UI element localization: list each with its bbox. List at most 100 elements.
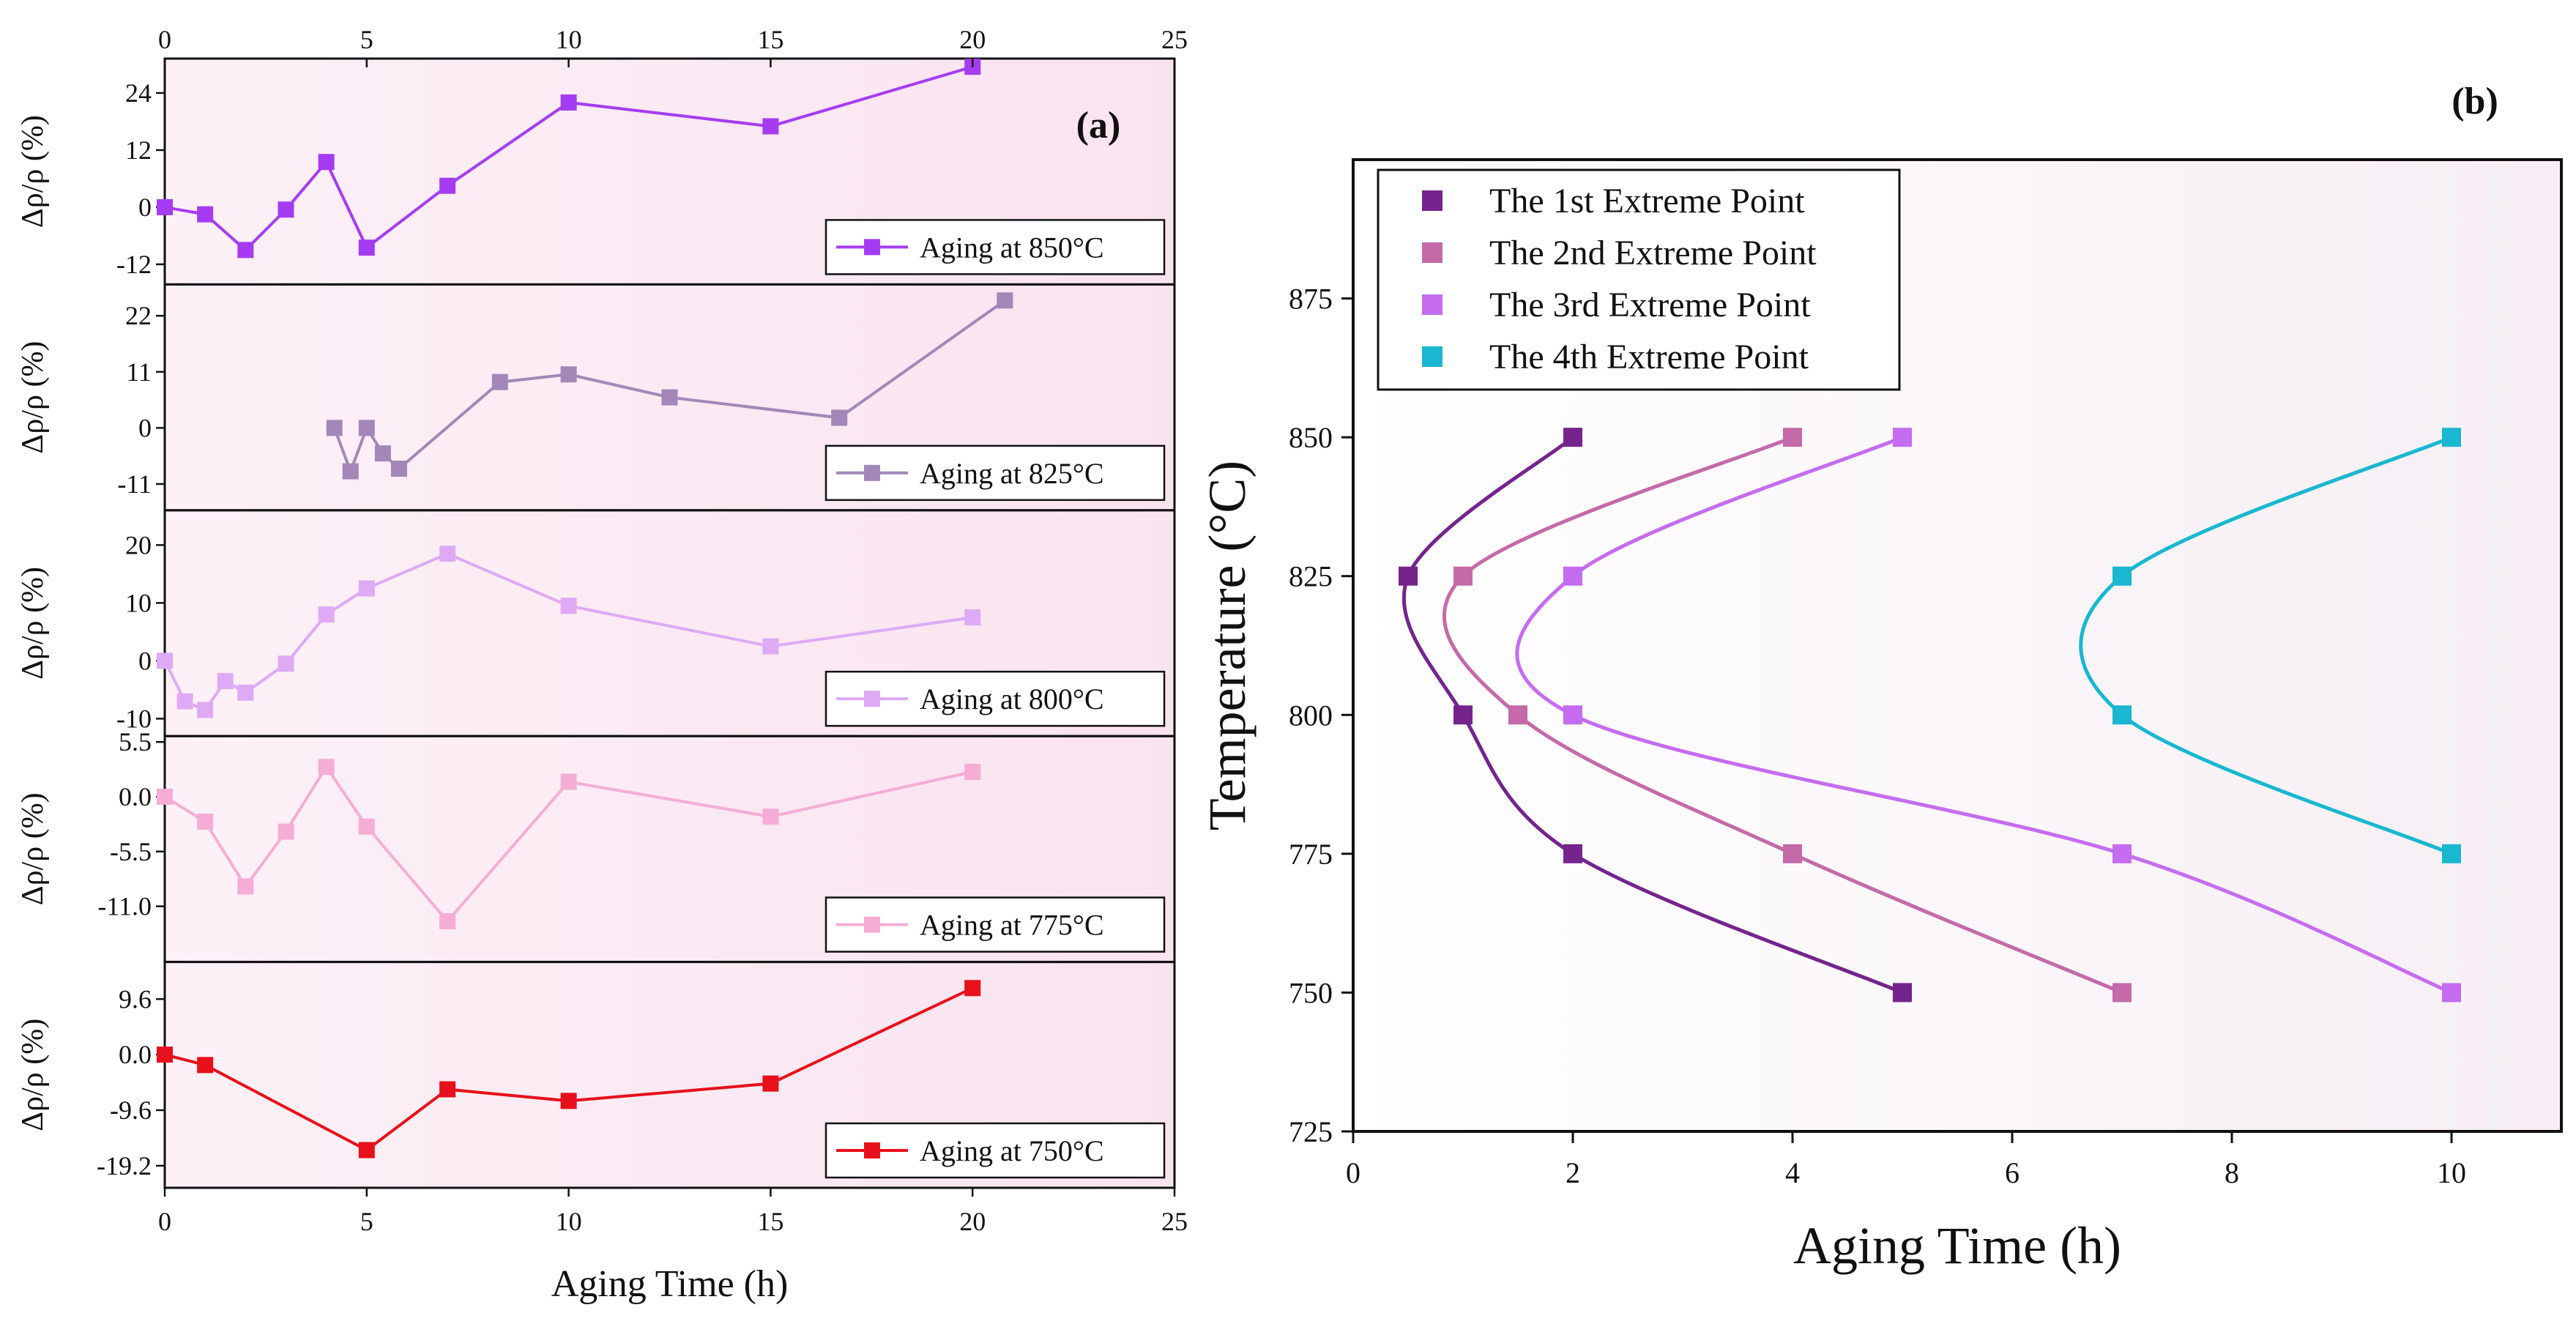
legend-marker bbox=[1422, 190, 1443, 211]
y-tick-label: 775 bbox=[1289, 838, 1333, 871]
y-tick-label: -9.6 bbox=[110, 1096, 152, 1125]
y-tick-label: 11 bbox=[126, 357, 152, 387]
y-tick-label: -11 bbox=[117, 469, 152, 499]
y-tick-label: 0 bbox=[138, 413, 152, 442]
data-point bbox=[560, 366, 577, 383]
y-axis-label: Δρ/ρ (%) bbox=[16, 1019, 50, 1131]
x-tick-label-bottom: 25 bbox=[1161, 1207, 1188, 1236]
y-tick-label: 22 bbox=[125, 301, 152, 330]
y-axis-label: Δρ/ρ (%) bbox=[16, 341, 50, 454]
y-tick-label: 850 bbox=[1289, 421, 1333, 454]
data-point bbox=[176, 693, 193, 710]
x-tick-label-bottom: 20 bbox=[959, 1207, 986, 1236]
data-point bbox=[1453, 566, 1473, 586]
data-point bbox=[439, 1081, 456, 1098]
legend: The 1st Extreme Point The 2nd Extreme Poi… bbox=[1377, 168, 1901, 391]
data-point bbox=[197, 206, 214, 223]
data-point bbox=[278, 823, 294, 840]
y-tick-label: 800 bbox=[1289, 699, 1333, 732]
data-point bbox=[439, 913, 456, 929]
data-point bbox=[358, 239, 375, 256]
data-point bbox=[831, 409, 848, 426]
y-tick-label: 9.6 bbox=[119, 984, 152, 1014]
data-point bbox=[358, 580, 375, 597]
y-tick-label: 0.0 bbox=[119, 1040, 152, 1069]
legend-label: The 2nd Extreme Point bbox=[1489, 234, 1817, 272]
data-point bbox=[237, 242, 254, 259]
data-point bbox=[197, 1057, 214, 1074]
data-point bbox=[318, 759, 335, 776]
data-point bbox=[439, 546, 456, 562]
y-tick-label: -12 bbox=[116, 250, 152, 279]
y-axis-label: Δρ/ρ (%) bbox=[16, 792, 50, 905]
data-point bbox=[1563, 428, 1582, 447]
legend-marker bbox=[864, 1142, 880, 1158]
data-point bbox=[1893, 983, 1912, 1003]
data-point bbox=[762, 1075, 779, 1092]
panel-b: 0 2 4 6 8 10 725 750 775 800 825 850 875 Temperature … bbox=[1198, 81, 2563, 1275]
legend-marker bbox=[864, 916, 880, 933]
data-point bbox=[560, 598, 577, 614]
legend-label: Aging at 750°C bbox=[920, 1134, 1104, 1167]
y-tick-label: 5.5 bbox=[119, 727, 152, 756]
data-point bbox=[342, 463, 359, 480]
legend-label: Aging at 850°C bbox=[920, 231, 1104, 264]
subplot-aging-at-800-c: 20 10 0 -10 Δρ/ρ (%) Aging at 800°C bbox=[16, 509, 1176, 737]
fit-curve bbox=[1401, 436, 1903, 994]
legend: Aging at 800°C bbox=[824, 670, 1166, 727]
x-tick-label: 2 bbox=[1566, 1156, 1580, 1189]
data-point bbox=[2442, 428, 2461, 447]
data-point bbox=[491, 373, 508, 390]
data-point bbox=[1508, 705, 1527, 725]
legend-marker bbox=[1422, 294, 1443, 315]
data-point bbox=[661, 389, 678, 406]
data-point bbox=[1783, 428, 1802, 447]
fit-curve bbox=[2079, 435, 2452, 856]
y-tick-label: 24 bbox=[125, 78, 152, 108]
legend: Aging at 775°C bbox=[824, 896, 1166, 953]
legend-marker bbox=[864, 239, 880, 256]
series-the-2nd-extreme-point bbox=[1442, 428, 2132, 1003]
data-point bbox=[157, 789, 173, 805]
subplot-frame bbox=[163, 961, 1176, 1189]
y-tick-label: -5.5 bbox=[110, 837, 152, 866]
series-line bbox=[164, 65, 973, 253]
x-tick-label-bottom: 5 bbox=[360, 1207, 373, 1236]
data-point bbox=[197, 814, 214, 830]
legend-label: The 1st Extreme Point bbox=[1489, 182, 1805, 220]
x-tick-label: 8 bbox=[2225, 1156, 2239, 1189]
series-the-4th-extreme-point bbox=[2079, 428, 2461, 863]
legend-label: Aging at 775°C bbox=[920, 909, 1104, 942]
data-point bbox=[762, 118, 779, 135]
panel-b-plot-area bbox=[1352, 158, 2563, 1133]
data-point bbox=[278, 655, 294, 672]
data-point bbox=[964, 764, 981, 780]
legend-box bbox=[1377, 168, 1901, 391]
data-point bbox=[964, 980, 981, 997]
data-point bbox=[560, 773, 577, 790]
legend-label: Aging at 800°C bbox=[920, 683, 1104, 715]
y-axis-label: Δρ/ρ (%) bbox=[16, 567, 50, 680]
x-axis-label: Aging Time (h) bbox=[1793, 1216, 2121, 1275]
data-point bbox=[157, 198, 173, 215]
data-point bbox=[2112, 705, 2132, 725]
data-point bbox=[1399, 566, 1418, 586]
data-point bbox=[318, 154, 335, 171]
data-point bbox=[217, 673, 234, 690]
panel-a: 24 12 0 -12 Δρ/ρ (%) Aging at 850°C 22 11 0 -11 Δρ… bbox=[16, 25, 1188, 1305]
data-point bbox=[560, 94, 577, 111]
data-point bbox=[2442, 983, 2461, 1003]
x-tick-label-top: 15 bbox=[757, 25, 783, 54]
data-point bbox=[439, 177, 456, 194]
data-point bbox=[1563, 705, 1582, 725]
subplot-aging-at-825-c: 22 11 0 -11 Δρ/ρ (%) Aging at 825°C bbox=[16, 283, 1176, 512]
x-axis-label: Aging Time (h) bbox=[551, 1263, 789, 1305]
y-tick-label: 0 bbox=[138, 646, 152, 675]
data-point bbox=[1453, 705, 1473, 725]
y-tick-label: -11.0 bbox=[97, 892, 152, 921]
y-tick-label: 825 bbox=[1289, 560, 1333, 593]
x-tick-label-top: 0 bbox=[158, 25, 171, 54]
legend-marker bbox=[864, 464, 880, 481]
legend-label: The 3rd Extreme Point bbox=[1489, 286, 1811, 324]
